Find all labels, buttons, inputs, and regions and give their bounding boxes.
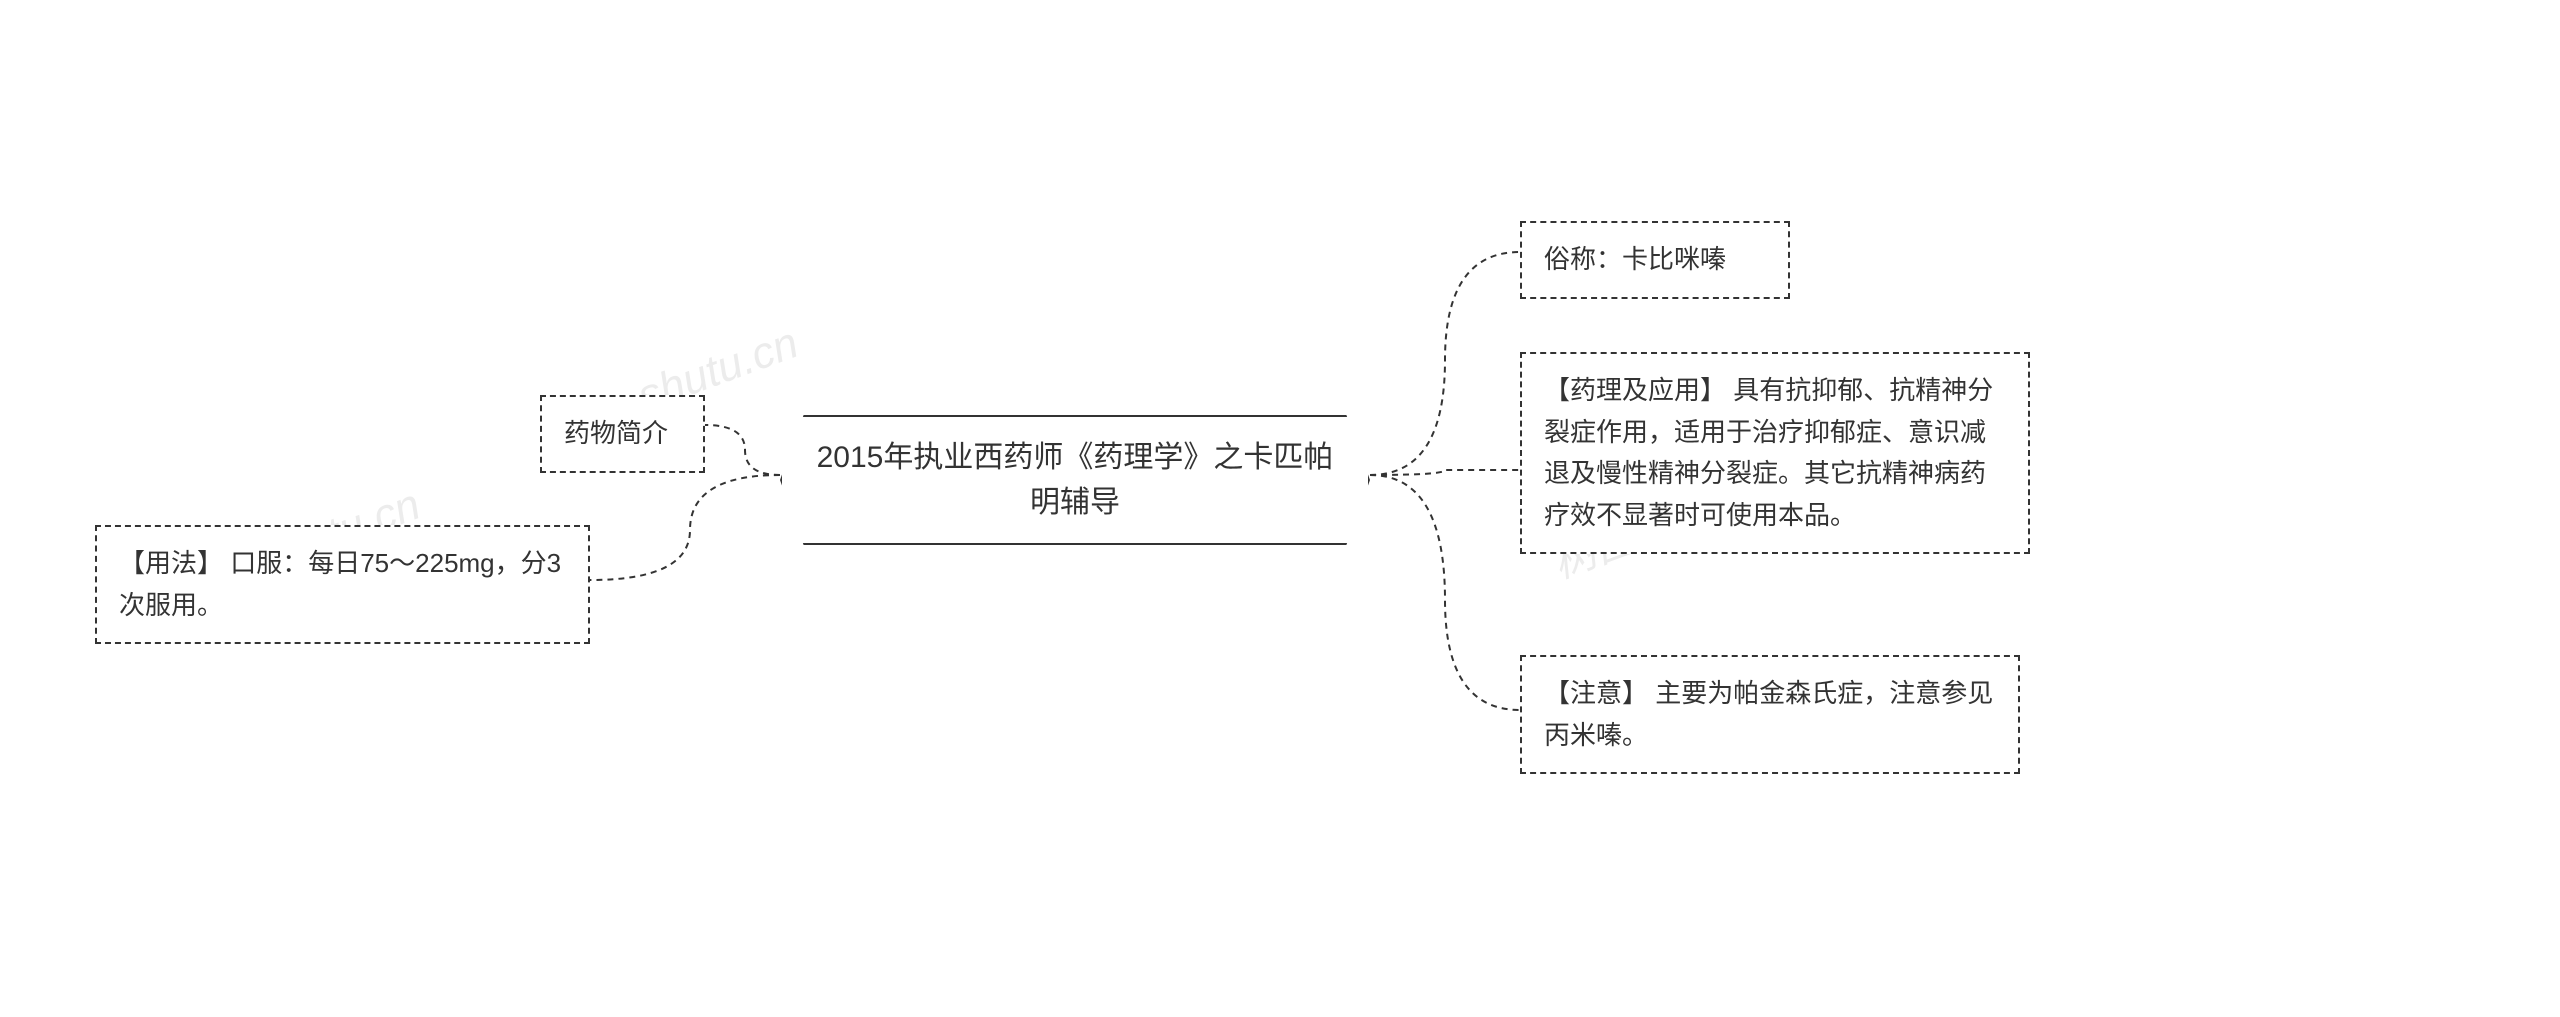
node-attention-text: 【注意】 主要为帕金森氏症，注意参见丙米嗪。: [1544, 678, 1993, 750]
center-node: 2015年执业西药师《药理学》之卡匹帕明辅导: [780, 415, 1370, 545]
center-node-text: 2015年执业西药师《药理学》之卡匹帕明辅导: [817, 441, 1334, 519]
node-drug-intro: 药物简介: [540, 395, 705, 473]
node-usage: 【用法】 口服：每日75～225mg，分3次服用。: [95, 525, 590, 644]
node-common-name: 俗称：卡比咪嗪: [1520, 221, 1790, 299]
node-drug-intro-text: 药物简介: [564, 418, 668, 448]
node-pharmacology: 【药理及应用】 具有抗抑郁、抗精神分裂症作用，适用于治疗抑郁症、意识减退及慢性精…: [1520, 352, 2030, 554]
node-pharmacology-text: 【药理及应用】 具有抗抑郁、抗精神分裂症作用，适用于治疗抑郁症、意识减退及慢性精…: [1544, 375, 1993, 530]
node-attention: 【注意】 主要为帕金森氏症，注意参见丙米嗪。: [1520, 655, 2020, 774]
node-usage-text: 【用法】 口服：每日75～225mg，分3次服用。: [119, 548, 561, 620]
node-common-name-text: 俗称：卡比咪嗪: [1544, 244, 1726, 274]
